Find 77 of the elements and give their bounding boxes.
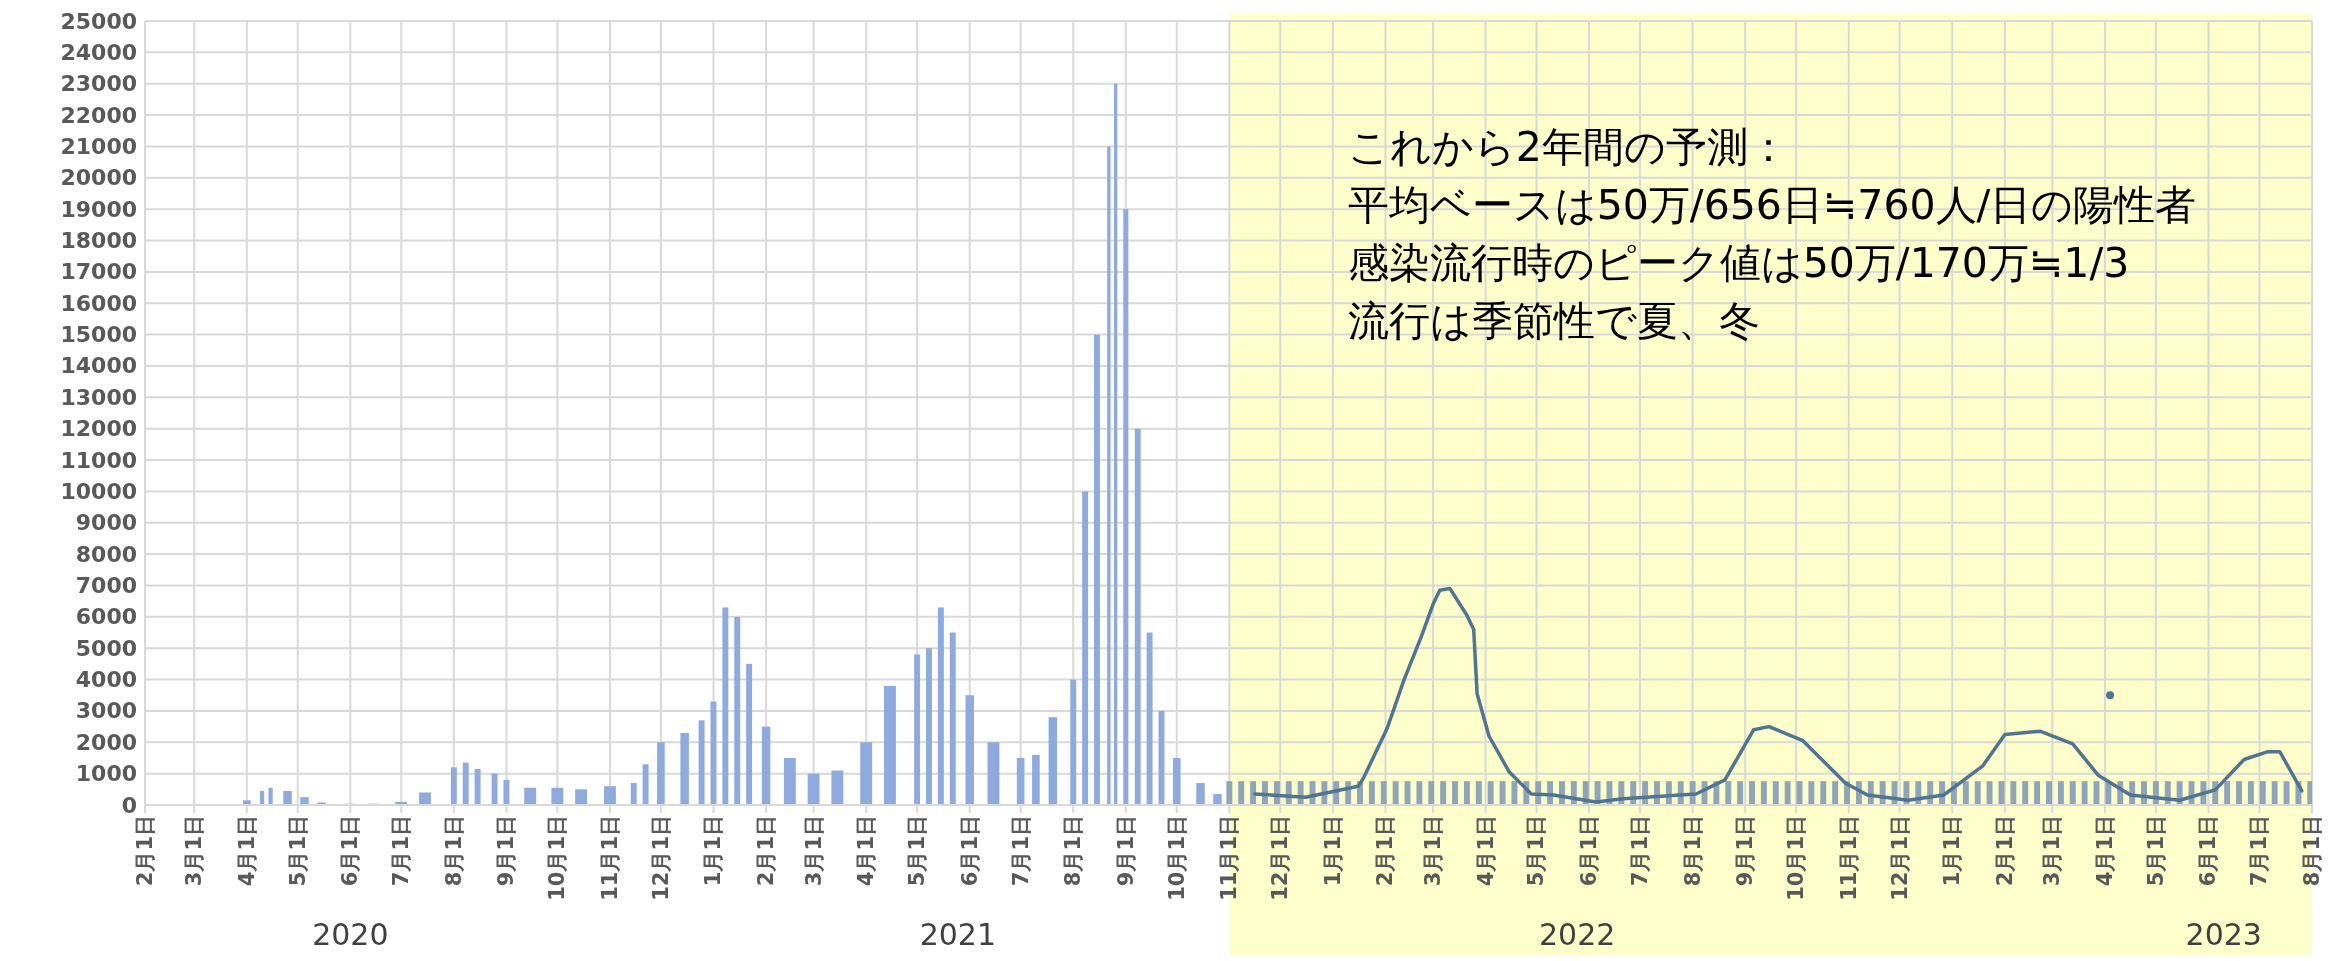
- y-tick-label: 12000: [60, 416, 137, 442]
- x-tick-label: 1月1日: [701, 815, 726, 887]
- x-tick-label: 10月1日: [1784, 815, 1809, 901]
- x-tick-label: 8月1日: [1061, 815, 1086, 887]
- y-tick-label: 19000: [60, 196, 137, 222]
- y-tick-label: 18000: [60, 228, 137, 254]
- x-tick-label: 3月1日: [1420, 815, 1445, 887]
- x-tick-label: 1月1日: [1320, 815, 1345, 887]
- x-tick-label: 9月1日: [1733, 815, 1758, 887]
- x-tick-label: 5月1日: [2143, 815, 2168, 887]
- x2-tick-label: 2020: [312, 917, 389, 952]
- x-tick-label: 5月1日: [905, 815, 930, 887]
- x-tick-label: 2月1日: [754, 815, 779, 887]
- x-tick-label: 3月1日: [2040, 815, 2065, 887]
- y-tick-label: 25000: [60, 8, 137, 34]
- x-tick-label: 6月1日: [957, 815, 982, 887]
- x2-tick-label: 2023: [2185, 917, 2262, 952]
- x-tick-label: 5月1日: [285, 815, 310, 887]
- x-tick-label: 6月1日: [338, 815, 363, 887]
- y-tick-label: 23000: [60, 71, 137, 97]
- x-tick-label: 7月1日: [1008, 815, 1033, 887]
- y-tick-label: 16000: [60, 290, 137, 316]
- x-tick-label: 2月1日: [1373, 815, 1398, 887]
- y-tick-label: 3000: [75, 698, 137, 724]
- y-tick-label: 10000: [60, 478, 137, 504]
- x-tick-label: 2月1日: [133, 815, 157, 887]
- x-tick-label: 7月1日: [2247, 815, 2272, 887]
- y-tick-label: 2000: [75, 729, 137, 755]
- x-tick-label: 9月1日: [1113, 815, 1138, 887]
- annotation: これから2年間の予測：: [1347, 123, 1789, 171]
- x-tick-label: 7月1日: [389, 815, 414, 887]
- y-tick-label: 4000: [75, 667, 137, 693]
- y-tick-label: 7000: [75, 572, 137, 598]
- x-tick-label: 6月1日: [2196, 815, 2221, 887]
- x-tick-label: 9月1日: [494, 815, 519, 887]
- annotation: 感染流行時のピーク値は50万/170万≒1/3: [1347, 239, 2130, 287]
- x-tick-label: 10月1日: [545, 815, 570, 901]
- x2-tick-label: 2021: [919, 917, 997, 952]
- x-tick-label: 6月1日: [1577, 815, 1602, 887]
- x-tick-label: 8月1日: [441, 815, 466, 887]
- y-tick-label: 6000: [75, 604, 137, 630]
- y-tick-label: 14000: [60, 353, 137, 379]
- x-tick-label: 3月1日: [182, 815, 207, 887]
- y-tick-label: 22000: [60, 102, 137, 128]
- x-tick-label: 12月1日: [1887, 815, 1912, 901]
- annotation: 平均ベースは50万/656日≒760人/日の陽性者: [1347, 181, 2197, 229]
- x-tick-label: 3月1日: [801, 815, 826, 887]
- x-tick-label: 8月1日: [1680, 815, 1705, 887]
- x2-tick-label: 2022: [1539, 917, 1616, 952]
- y-tick-label: 17000: [60, 259, 137, 285]
- x-tick-label: 1月1日: [1940, 815, 1965, 887]
- y-tick-label: 20000: [60, 165, 137, 191]
- y-tick-label: 11000: [60, 447, 137, 473]
- x-tick-label: 2月1日: [1992, 815, 2017, 887]
- y-tick-label: 21000: [60, 133, 137, 159]
- x-tick-label: 7月1日: [1628, 815, 1653, 887]
- y-tick-label: 1000: [75, 761, 137, 787]
- x-tick-label: 11月1日: [1836, 815, 1861, 901]
- annotation: 流行は季節性で夏、冬: [1347, 297, 1760, 345]
- x-tick-label: 11月1日: [597, 815, 622, 901]
- y-tick-label: 13000: [60, 384, 137, 410]
- x-tick-label: 4月1日: [2092, 815, 2117, 887]
- x-tick-label: 4月1日: [1473, 815, 1498, 887]
- x-tick-label: 10月1日: [1164, 815, 1189, 901]
- x-tick-label: 11月1日: [1217, 815, 1242, 901]
- x-tick-label: 5月1日: [1524, 815, 1549, 887]
- y-tick-label: 0: [121, 792, 137, 818]
- x-tick-label: 8月1日: [2300, 815, 2324, 887]
- x-tick-label: 4月1日: [854, 815, 879, 887]
- y-tick-label: 15000: [60, 322, 137, 348]
- y-tick-label: 24000: [60, 39, 137, 65]
- y-tick-label: 9000: [75, 510, 137, 536]
- y-tick-label: 8000: [75, 541, 137, 567]
- y-tick-label: 5000: [75, 635, 137, 661]
- x-tick-label: 12月1日: [648, 815, 673, 901]
- x-tick-label: 12月1日: [1268, 815, 1293, 901]
- x-tick-label: 4月1日: [234, 815, 259, 887]
